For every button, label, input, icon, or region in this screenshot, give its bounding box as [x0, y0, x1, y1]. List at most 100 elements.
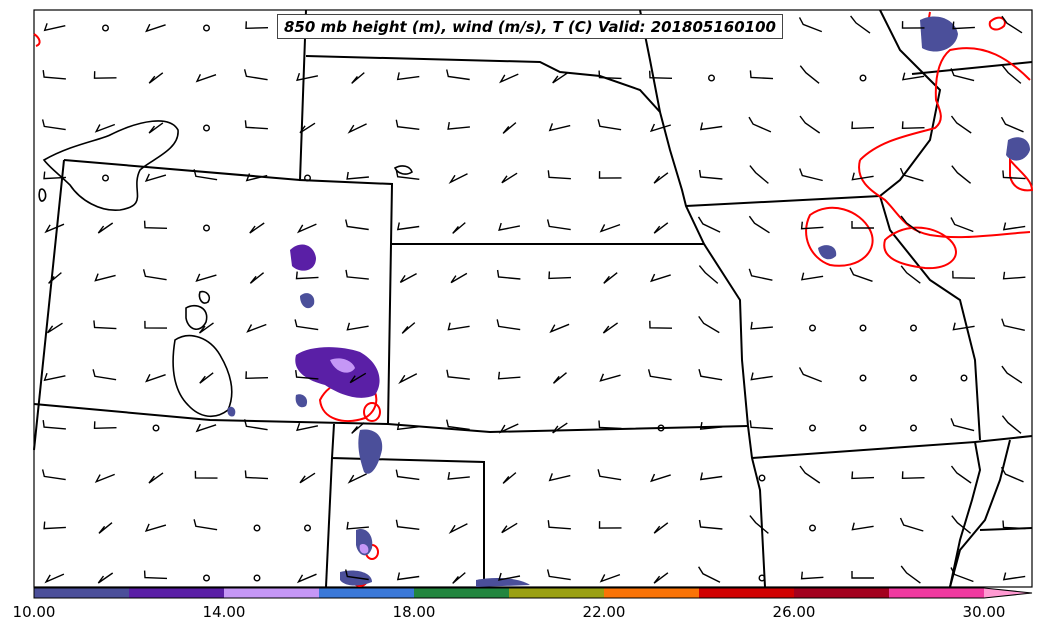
wind-barb — [193, 519, 218, 531]
wind-barb — [598, 70, 622, 80]
calm-wind-marker — [758, 474, 766, 482]
wind-barb — [699, 472, 723, 481]
wind-barb — [698, 566, 721, 583]
wind-barb — [851, 571, 874, 579]
wind-barb — [148, 472, 164, 484]
wind-barb — [851, 221, 874, 229]
calm-wind-marker — [859, 74, 867, 82]
wind-barb — [552, 372, 567, 384]
wind-barb — [748, 268, 773, 281]
wind-barb — [598, 521, 622, 529]
wind-barb — [698, 265, 719, 284]
wind-barb — [650, 473, 671, 483]
calm-wind-marker — [809, 324, 817, 332]
wind-barb — [41, 119, 66, 131]
wind-barb — [1002, 572, 1026, 581]
wind-barb — [800, 272, 824, 281]
wind-barb — [597, 119, 622, 131]
wind-barb — [900, 215, 921, 234]
wind-barb — [446, 419, 470, 431]
wind-barb — [698, 369, 723, 381]
wind-barb — [1000, 466, 1024, 483]
wind-barb — [351, 72, 365, 84]
wind-barb — [446, 69, 470, 81]
wind-barb — [900, 265, 921, 284]
wind-barb — [900, 565, 921, 584]
wind-barb — [142, 269, 167, 281]
wind-barb — [296, 422, 319, 432]
wind-barb — [496, 319, 521, 331]
wind-barb — [243, 419, 268, 431]
wind-barb — [598, 420, 622, 430]
wind-barb — [800, 571, 824, 580]
wind-barb — [748, 215, 770, 234]
calm-wind-marker — [859, 424, 867, 432]
wind-barb — [653, 572, 669, 584]
calm-wind-marker — [910, 424, 918, 432]
wind-barb — [94, 123, 116, 133]
wind-barb — [1001, 318, 1025, 331]
wind-barb — [799, 465, 821, 484]
wind-barb — [43, 372, 66, 382]
wind-barb — [41, 469, 66, 481]
wind-barb — [447, 121, 470, 130]
wind-barb — [46, 322, 63, 334]
calm-wind-marker — [202, 224, 210, 232]
wind-barb — [547, 170, 571, 180]
wind-barb — [396, 72, 420, 81]
wind-barb — [1001, 365, 1023, 384]
wind-barb — [649, 320, 673, 329]
wind-barb — [43, 521, 66, 530]
wind-barb — [599, 223, 621, 233]
wind-barb — [396, 222, 420, 231]
wind-barb — [296, 72, 319, 82]
wind-barb — [599, 373, 621, 382]
wind-barb — [501, 522, 518, 534]
wind-barb — [698, 519, 723, 530]
wind-barb — [396, 572, 420, 581]
calm-wind-marker — [101, 24, 109, 32]
colorbar-segment — [604, 588, 699, 598]
wind-barb — [144, 523, 167, 532]
wind-barb — [798, 367, 822, 383]
wind-barb — [602, 322, 619, 334]
colorbar-segment — [224, 588, 319, 598]
wind-barb — [653, 522, 669, 534]
wind-barb — [395, 519, 420, 530]
colorbar-segment — [129, 588, 224, 598]
wind-barb — [346, 521, 369, 530]
wind-barb — [345, 569, 369, 581]
calm-wind-marker — [304, 174, 312, 182]
wind-barb — [246, 323, 267, 333]
calm-wind-marker — [253, 574, 261, 582]
colorbar-segment — [699, 588, 794, 598]
wind-barb — [349, 372, 367, 384]
wind-barb — [296, 573, 317, 584]
colorbar-outline — [33, 587, 1033, 599]
wind-barb — [1000, 116, 1024, 133]
wind-barb — [94, 473, 115, 483]
wind-barb — [498, 222, 521, 232]
calm-wind-marker — [101, 174, 109, 182]
wind-barb — [548, 123, 571, 132]
wind-barb — [497, 572, 521, 581]
wind-barb — [447, 471, 470, 480]
wind-barb — [1002, 170, 1026, 180]
wind-barb — [649, 123, 672, 133]
wind-barb — [799, 115, 821, 134]
wind-barb — [43, 23, 66, 32]
wind-barb — [950, 68, 975, 82]
wind-barb — [552, 422, 568, 434]
wind-barb — [899, 167, 924, 182]
wind-barb — [501, 172, 518, 184]
wind-barb — [749, 70, 774, 80]
map-frame — [33, 9, 1033, 588]
wind-barb — [42, 420, 66, 430]
wind-barb — [748, 116, 772, 133]
wind-barb — [98, 522, 113, 534]
calm-wind-marker — [304, 524, 312, 532]
calm-wind-marker — [202, 574, 210, 582]
colorbar-label-1: 10.00 — [12, 603, 56, 621]
colorbar-extension — [984, 588, 1032, 598]
wind-barb — [145, 23, 166, 33]
